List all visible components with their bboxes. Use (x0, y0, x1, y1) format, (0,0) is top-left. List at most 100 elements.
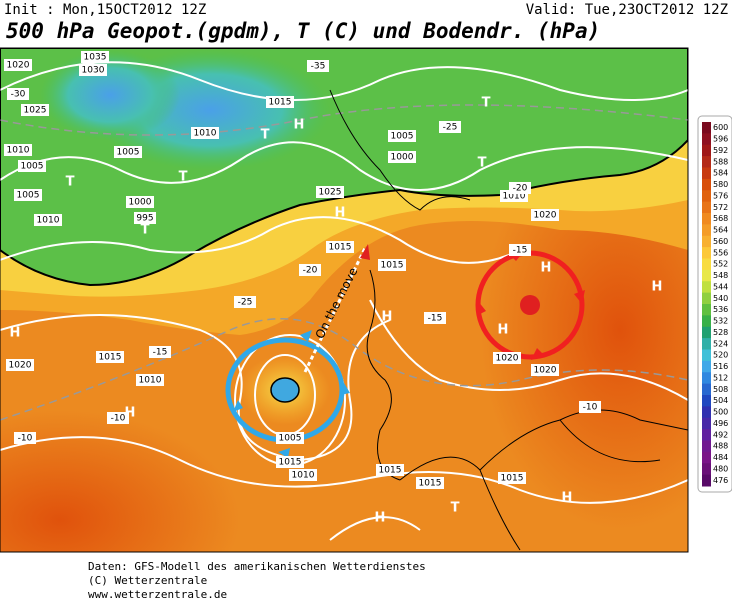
label-box (81, 51, 109, 63)
contour-label: -25 (238, 298, 253, 308)
colorbar-label: 572 (713, 203, 728, 212)
colorbar-swatch (702, 247, 711, 259)
label-box (276, 456, 304, 468)
contour-label: 1020 (534, 211, 557, 221)
contour-label: 1010 (503, 192, 526, 202)
colorbar-label: 580 (713, 180, 728, 189)
contour-label: 1005 (17, 191, 40, 201)
label-box (316, 186, 344, 198)
contour-label: -35 (311, 62, 326, 72)
map-title: 500 hPa Geopot.(gpdm), T (C) und Bodendr… (6, 19, 600, 43)
contour-label: -20 (513, 184, 528, 194)
colorbar-label: 540 (713, 294, 728, 303)
pressure-center: T (66, 175, 75, 190)
colorbar-swatch (702, 235, 711, 248)
pressure-center: H (652, 280, 663, 295)
colorbar-swatch (702, 474, 711, 487)
colorbar-label: 596 (713, 135, 728, 144)
contour-label: 1025 (24, 106, 47, 116)
colorbar-swatch (702, 440, 711, 453)
label-box (34, 214, 62, 226)
contour-label: 1010 (194, 129, 217, 139)
colorbar-swatch (702, 304, 711, 316)
colorbar-label: 556 (713, 248, 728, 257)
label-box (388, 151, 416, 163)
colorbar-label: 600 (713, 123, 728, 132)
colorbar-swatch (702, 338, 711, 350)
pressure-center: H (125, 406, 136, 421)
contour-label: 1005 (21, 162, 44, 172)
label-box (21, 104, 49, 116)
contour-label: 995 (136, 214, 153, 224)
label-box (266, 96, 294, 108)
label-box (439, 121, 461, 133)
label-box (7, 88, 29, 100)
pressure-center: T (482, 96, 491, 111)
init-time: Init : Mon,15OCT2012 12Z (4, 2, 206, 18)
colorbar-label: 548 (713, 271, 728, 280)
isotherms (0, 104, 688, 421)
colorbar-label: 488 (713, 442, 728, 451)
footer-line: Daten: GFS-Modell des amerikanischen Wet… (88, 560, 426, 573)
colorbar-swatch (702, 417, 711, 430)
contour-label: 1015 (279, 458, 302, 468)
label-box (6, 359, 34, 371)
colorbar-swatch (702, 395, 711, 407)
colorbar-label: 512 (713, 373, 728, 382)
label-box (498, 472, 526, 484)
contour-label: 1015 (269, 98, 292, 108)
label-box (136, 374, 164, 386)
colorbar-swatch (702, 122, 711, 134)
colorbar-swatch (702, 451, 711, 464)
colorbar-swatch (702, 463, 711, 476)
colorbar-swatch (702, 224, 711, 237)
label-box (388, 130, 416, 142)
contour-label: 1010 (139, 376, 162, 386)
colorbar-label: 524 (713, 339, 728, 348)
colorbar-label: 592 (713, 146, 728, 155)
colorbar-label: 560 (713, 237, 728, 246)
colorbar-label: 496 (713, 419, 728, 428)
colorbar-label: 520 (713, 351, 728, 360)
colorbar-label: 552 (713, 260, 728, 269)
contour-label: 1020 (9, 361, 32, 371)
pressure-center: T (478, 156, 487, 171)
pressure-center: T (261, 128, 270, 143)
colorbar-swatch (702, 167, 711, 180)
label-box (107, 412, 129, 424)
pressure-center: H (498, 323, 509, 338)
contour-label: 1005 (279, 434, 302, 444)
colorbar-swatch (702, 156, 711, 168)
contour-label: 1005 (117, 148, 140, 158)
colorbar-label: 516 (713, 362, 728, 371)
contour-label: -10 (18, 434, 33, 444)
valid-time: Valid: Tue,23OCT2012 12Z (526, 2, 728, 18)
colorbar-swatch (702, 269, 711, 282)
label-box (579, 401, 601, 413)
contour-label: -15 (513, 246, 528, 256)
colorbar-swatch (702, 201, 711, 214)
contour-label: 1000 (129, 198, 152, 208)
contour-label: -20 (303, 266, 318, 276)
label-box (493, 352, 521, 364)
map: On the move 102010351030102510101005T100… (0, 48, 688, 552)
label-box (79, 64, 107, 76)
footer-line: (C) Wetterzentrale (88, 574, 207, 587)
colorbar-label: 568 (713, 214, 728, 223)
pressure-center: H (375, 511, 386, 526)
colorbar-label: 532 (713, 317, 728, 326)
pressure-center: H (294, 118, 305, 133)
colorbar-swatch (702, 281, 711, 294)
colorbar-label: 584 (713, 169, 728, 178)
colorbar-swatch (702, 429, 711, 441)
pressure-center: T (179, 170, 188, 185)
arrow-heads (233, 330, 350, 458)
colorbar-label: 564 (713, 226, 728, 235)
coastlines (329, 89, 688, 551)
label-box (4, 59, 32, 71)
colorbar-label: 480 (713, 464, 728, 473)
contour-label: 1000 (391, 153, 414, 163)
label-box (234, 296, 256, 308)
pressure-center: H (382, 310, 393, 325)
